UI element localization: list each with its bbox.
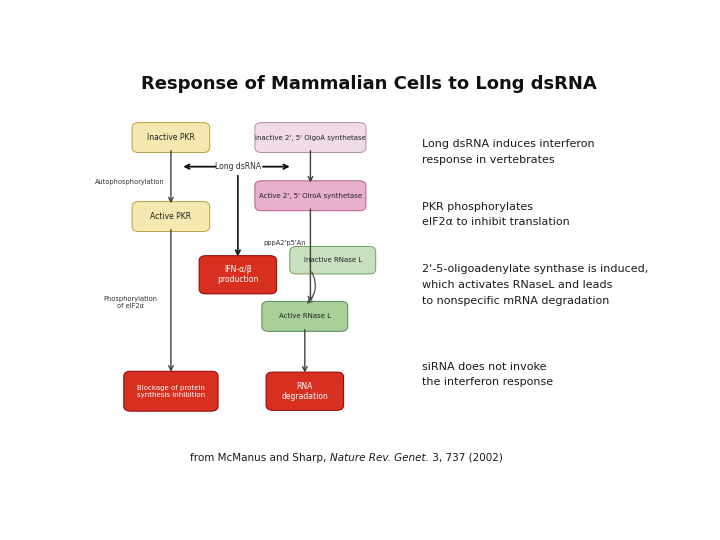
Text: Active PKR: Active PKR bbox=[150, 212, 192, 221]
Text: to nonspecific mRNA degradation: to nonspecific mRNA degradation bbox=[422, 296, 609, 306]
Text: siRNA does not invoke: siRNA does not invoke bbox=[422, 362, 546, 372]
Text: 3, 737 (2002): 3, 737 (2002) bbox=[429, 453, 503, 463]
Text: Inactive PKR: Inactive PKR bbox=[147, 133, 195, 142]
Text: Nature Rev. Genet.: Nature Rev. Genet. bbox=[330, 453, 429, 463]
Text: which activates RNaseL and leads: which activates RNaseL and leads bbox=[422, 280, 613, 290]
FancyBboxPatch shape bbox=[124, 371, 218, 411]
Text: Inactive RNase L: Inactive RNase L bbox=[304, 257, 362, 263]
FancyBboxPatch shape bbox=[132, 123, 210, 152]
Text: Blockage of protein
synthesis inhibition: Blockage of protein synthesis inhibition bbox=[137, 384, 205, 397]
Text: RNA
degradation: RNA degradation bbox=[282, 381, 328, 401]
Text: Long dsRNA induces interferon: Long dsRNA induces interferon bbox=[422, 139, 595, 149]
Text: response in vertebrates: response in vertebrates bbox=[422, 155, 554, 165]
Text: Long dsRNA: Long dsRNA bbox=[215, 162, 261, 171]
Text: the interferon response: the interferon response bbox=[422, 377, 553, 388]
Text: Active 2', 5' OlroA synthetase: Active 2', 5' OlroA synthetase bbox=[259, 193, 362, 199]
Text: eIF2α to inhibit translation: eIF2α to inhibit translation bbox=[422, 218, 570, 227]
Text: pppA2'p5'An: pppA2'p5'An bbox=[263, 240, 305, 246]
FancyBboxPatch shape bbox=[199, 255, 276, 294]
FancyBboxPatch shape bbox=[289, 246, 376, 274]
FancyBboxPatch shape bbox=[262, 301, 348, 332]
Text: Response of Mammalian Cells to Long dsRNA: Response of Mammalian Cells to Long dsRN… bbox=[141, 75, 597, 92]
Text: Phosphorylation
of eIF2α: Phosphorylation of eIF2α bbox=[103, 296, 157, 309]
Text: PKR phosphorylates: PKR phosphorylates bbox=[422, 201, 533, 212]
Text: inactive 2', 5' OlgoA synthetase: inactive 2', 5' OlgoA synthetase bbox=[255, 134, 366, 140]
FancyBboxPatch shape bbox=[255, 123, 366, 152]
Text: from McManus and Sharp,: from McManus and Sharp, bbox=[190, 453, 330, 463]
FancyBboxPatch shape bbox=[266, 372, 343, 410]
Text: 2'-5-oligoadenylate synthase is induced,: 2'-5-oligoadenylate synthase is induced, bbox=[422, 265, 648, 274]
Text: Autophosphorylation: Autophosphorylation bbox=[95, 179, 165, 185]
FancyBboxPatch shape bbox=[255, 181, 366, 211]
FancyBboxPatch shape bbox=[132, 201, 210, 232]
Text: IFN-α/β
production: IFN-α/β production bbox=[217, 265, 258, 285]
Text: Active RNase L: Active RNase L bbox=[279, 313, 331, 319]
